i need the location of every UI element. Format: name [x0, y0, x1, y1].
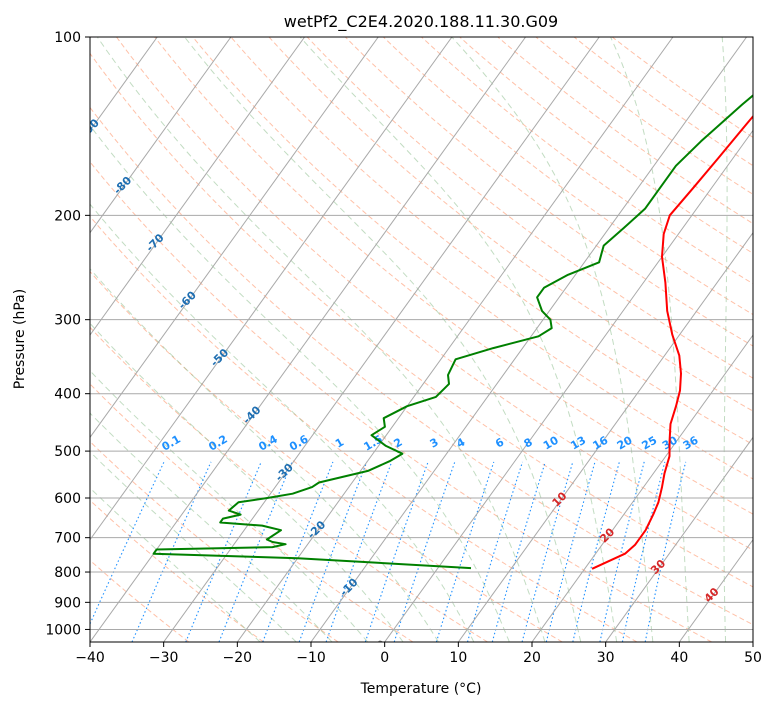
- moist-adiabat: [610, 37, 690, 642]
- moist-adiabat: [96, 37, 546, 642]
- dry-adiabat: [306, 37, 753, 379]
- isotherm: [236, 37, 674, 642]
- x-tick-label: 50: [744, 650, 762, 666]
- isotherm: [457, 231, 753, 642]
- mixing-ratio-line: [621, 461, 666, 642]
- mixing-ratio-line: [90, 461, 165, 626]
- y-tick-label: 300: [54, 313, 81, 329]
- isotherm: [90, 37, 306, 336]
- isotherm: [605, 436, 753, 642]
- moist-adiabat: [721, 37, 728, 642]
- mixing-ratio-line: [466, 461, 524, 642]
- x-tick-label: −30: [149, 650, 179, 666]
- dry-adiabat: [90, 106, 753, 626]
- x-tick-label: −40: [75, 650, 105, 666]
- mixing-ratio-line: [185, 461, 262, 642]
- moist-adiabat: [90, 487, 261, 642]
- mixing-ratio-line: [644, 461, 687, 642]
- y-tick-label: 600: [54, 491, 81, 507]
- moist-adiabat: [451, 37, 654, 642]
- y-tick-label: 1000: [45, 622, 81, 638]
- mixing-ratio-line: [298, 461, 368, 642]
- y-tick-label: 500: [54, 444, 81, 460]
- dry-adiabat: [90, 52, 753, 588]
- isotherm: [163, 37, 600, 642]
- dewpoint-profile: [152, 94, 753, 570]
- dry-adiabat: [154, 37, 753, 515]
- mixing-ratio-line: [131, 461, 212, 642]
- plot-frame: [89, 36, 754, 643]
- dry-adiabat: [383, 37, 753, 316]
- dry-adiabat: [90, 215, 638, 642]
- y-tick-label: 700: [54, 531, 81, 547]
- mixing-ratio-line: [545, 461, 596, 642]
- dry-adiabat: [459, 37, 753, 254]
- mixing-ratio-line: [491, 461, 546, 642]
- moist-adiabat: [90, 451, 297, 642]
- dry-adiabat: [90, 270, 563, 642]
- moist-adiabat: [90, 370, 369, 642]
- moist-adiabat: [90, 322, 404, 642]
- mixing-ratio-line: [218, 461, 293, 642]
- moist-adiabat: [299, 37, 618, 642]
- isotherm: [90, 37, 527, 642]
- x-tick-label: −10: [296, 650, 326, 666]
- mixing-ratio-line: [262, 461, 334, 642]
- dry-adiabat: [230, 37, 753, 446]
- x-axis-title: Temperature (°C): [360, 681, 482, 697]
- dry-adiabat-label: 0: [374, 637, 389, 652]
- isotherm: [678, 538, 753, 642]
- profile-series: [152, 94, 753, 570]
- dry-adiabat: [116, 37, 753, 551]
- dry-adiabat: [90, 440, 339, 642]
- axes: −40 −30 −20 −10 0 10 20 30 40 50 100 200 300 400 500 60…: [45, 30, 762, 666]
- x-tick-label: 40: [670, 650, 688, 666]
- dry-adiabat: [268, 37, 753, 412]
- dry-adiabat: [535, 37, 753, 195]
- y-tick-label: 400: [54, 387, 81, 403]
- x-tick-label: −20: [223, 650, 253, 666]
- x-tick-label: 10: [449, 650, 467, 666]
- background-lines: [90, 37, 753, 642]
- chart-title: wetPf2_C2E4.2020.188.11.30.G09: [284, 12, 558, 32]
- x-tick-label: 30: [597, 650, 615, 666]
- mixing-ratio-line: [599, 461, 645, 642]
- y-axis-title: Pressure (hPa): [12, 289, 28, 389]
- x-tick-label: 0: [380, 650, 389, 666]
- moist-adiabat: [90, 203, 475, 642]
- isotherm: [384, 129, 753, 642]
- x-tick-label: 20: [523, 650, 541, 666]
- mixing-ratio-line: [435, 461, 495, 642]
- dry-adiabat: [90, 161, 712, 642]
- dry-adiabat: [573, 37, 753, 167]
- mixing-ratio-line: [572, 461, 620, 642]
- isotherm: [90, 37, 232, 234]
- mixing-ratio-line: [521, 461, 574, 642]
- temperature-profile: [591, 114, 753, 570]
- isotherm: [90, 37, 379, 439]
- y-tick-label: 200: [54, 208, 81, 224]
- y-tick-label: 800: [54, 565, 81, 581]
- dry-adiabat: [90, 326, 488, 642]
- isotherm: [90, 37, 453, 541]
- isotherm: [531, 334, 753, 642]
- dry-adiabat: [90, 499, 264, 642]
- moist-adiabat: [90, 124, 510, 642]
- y-tick-label: 100: [54, 30, 81, 46]
- y-tick-label: 900: [54, 595, 81, 611]
